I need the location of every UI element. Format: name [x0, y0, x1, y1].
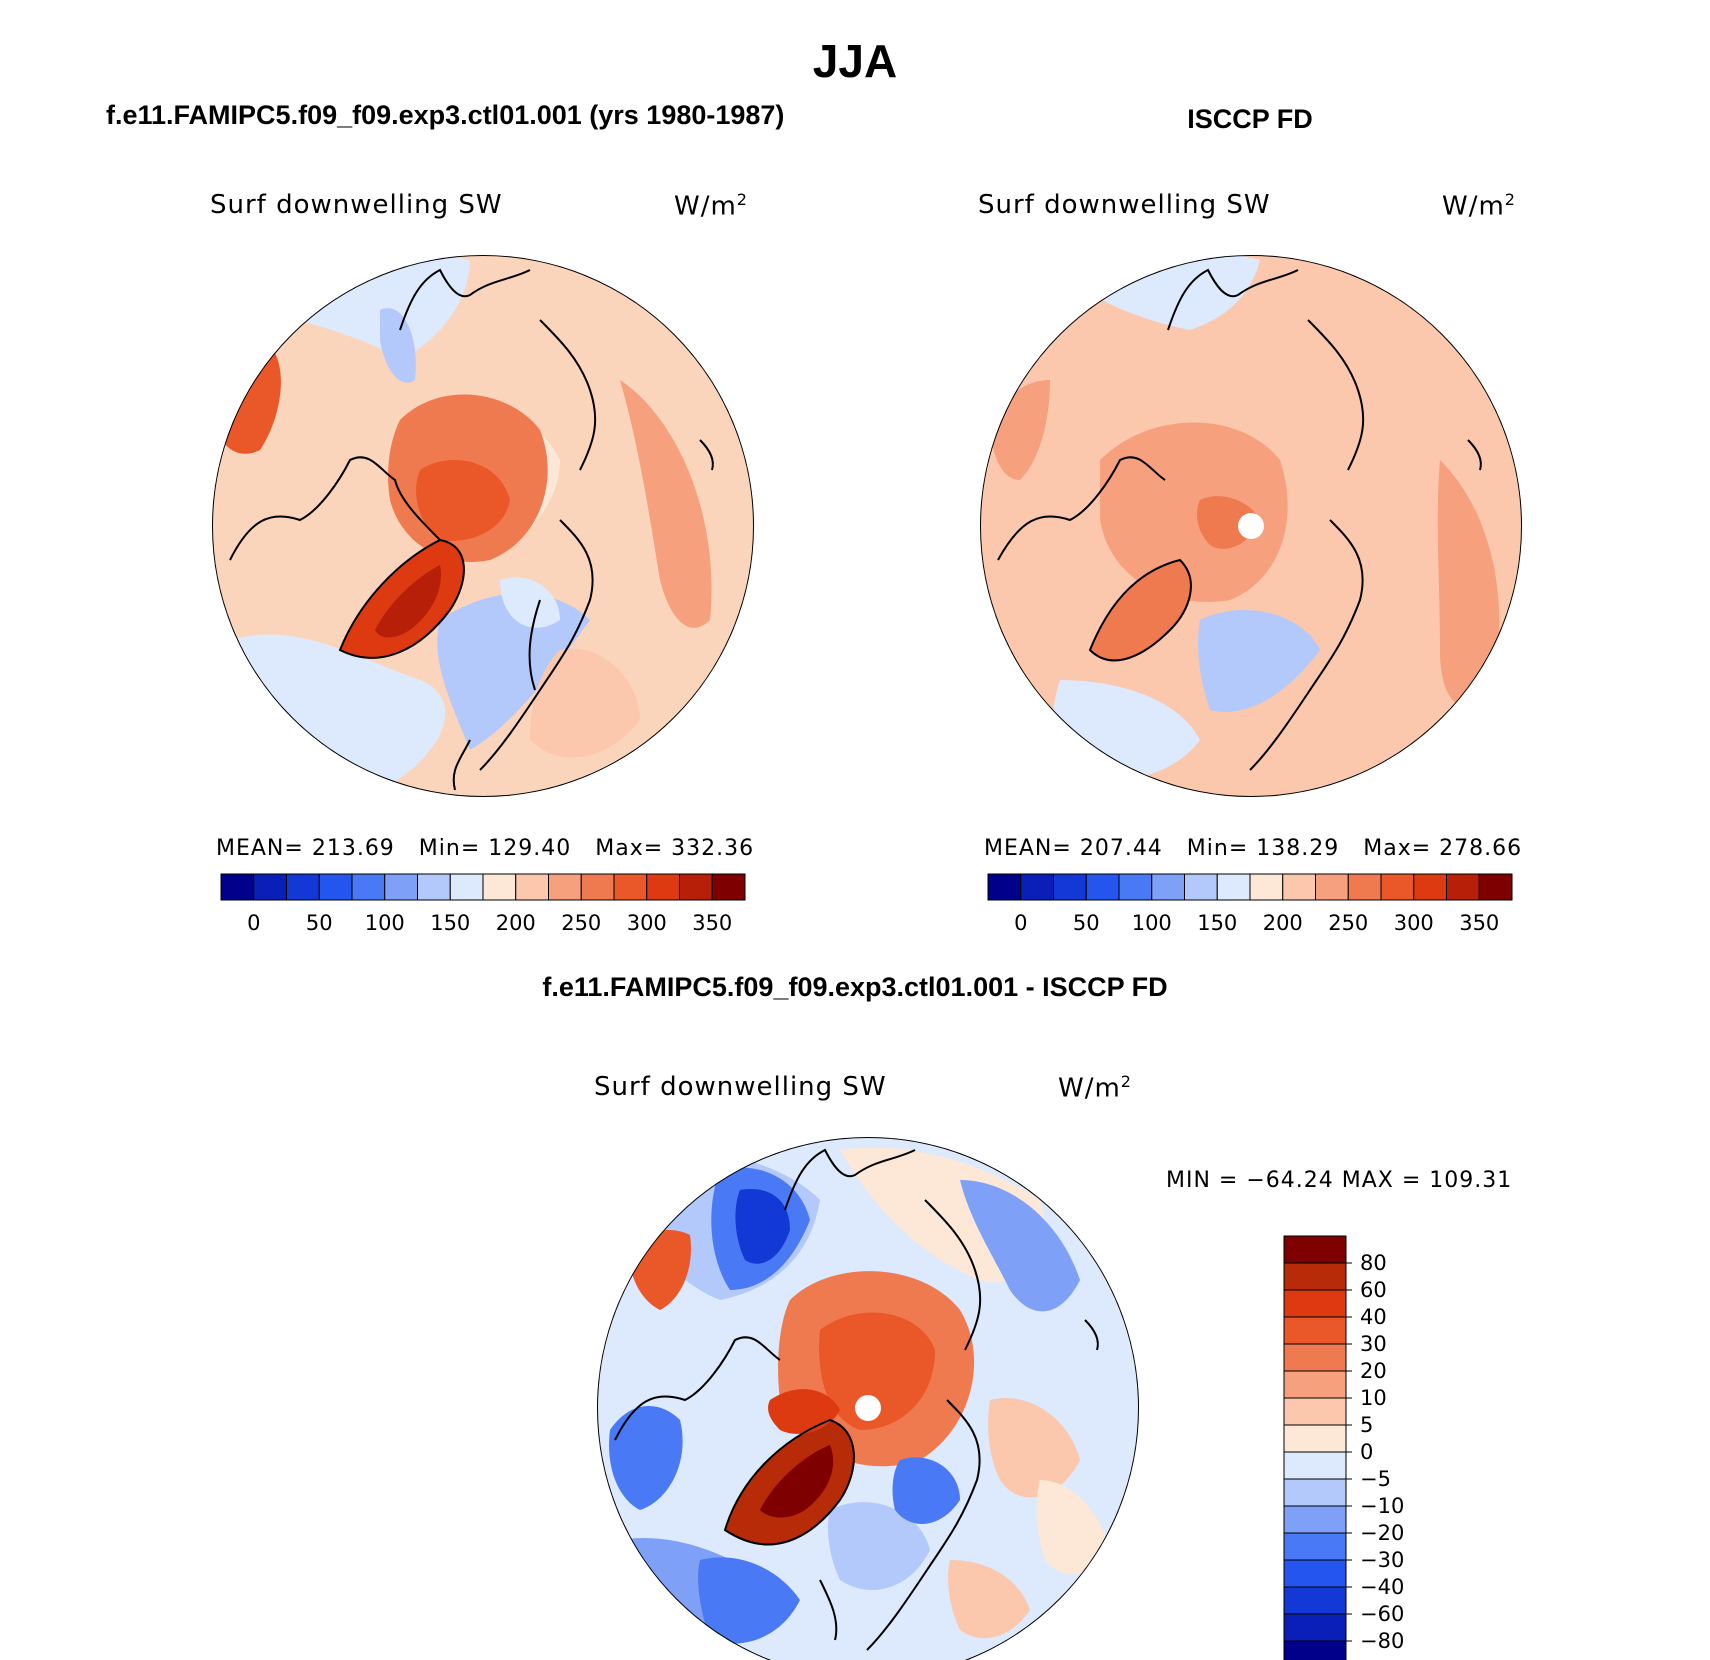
model-variable-label: Surf downwelling SW: [210, 190, 503, 220]
model-colorbar-tick-label: 200: [496, 911, 536, 935]
model-colorbar-box: [482, 873, 517, 901]
model-panel-title: f.e11.FAMIPC5.f09_f09.exp3.ctl01.001 (yr…: [106, 100, 785, 130]
model-colorbar-tick-label: 350: [692, 911, 732, 935]
diff-colorbar-box: [1283, 1586, 1347, 1615]
model-colorbar-tick-label: 100: [365, 911, 405, 935]
diff-colorbar-tick-label: 20: [1360, 1359, 1387, 1383]
diff-colorbar-box: [1283, 1397, 1347, 1426]
diff-colorbar: 80 60 40 30 20 10 5 0 −5 −10 −20 −30 −40 −60 −80: [1283, 1235, 1404, 1660]
obs-colorbar-tick-label: 250: [1328, 911, 1368, 935]
model-stats: MEAN= 213.69 Min= 129.40 Max= 332.36: [216, 836, 755, 861]
diff-min-max: MIN = −64.24 MAX = 109.31: [1166, 1168, 1513, 1193]
model-colorbar-tick-label: 150: [430, 911, 470, 935]
obs-colorbar-box: [1315, 873, 1349, 901]
obs-colorbar-box: [1085, 873, 1120, 901]
diff-colorbar-box: [1283, 1424, 1347, 1453]
model-colorbar-tick-label: 300: [627, 911, 667, 935]
obs-colorbar-box: [1380, 873, 1415, 901]
obs-colorbar-tick-label: 200: [1263, 911, 1303, 935]
obs-stats: MEAN= 207.44 Min= 138.29 Max= 278.66: [984, 836, 1523, 861]
model-colorbar-box: [679, 873, 713, 901]
obs-panel-title: ISCCP FD: [1187, 104, 1313, 134]
model-colorbar-box: [351, 873, 386, 901]
model-colorbar-box: [384, 873, 418, 901]
diff-colorbar-box: [1283, 1289, 1347, 1318]
diff-map: [597, 1137, 1139, 1660]
obs-colorbar-box: [1478, 873, 1513, 901]
model-colorbar: 0 50 100 150 200 250 300 350: [220, 873, 746, 935]
obs-colorbar-tick-label: 50: [1073, 911, 1100, 935]
diff-colorbar-tick-label: −40: [1360, 1575, 1404, 1599]
obs-units-label: W/m2: [1442, 190, 1516, 222]
obs-colorbar-tick-label: 0: [1014, 911, 1027, 935]
model-colorbar-box: [220, 873, 255, 901]
model-colorbar-box: [286, 873, 320, 901]
diff-panel-title: f.e11.FAMIPC5.f09_f09.exp3.ctl01.001 - I…: [542, 972, 1168, 1002]
obs-colorbar-box: [1282, 873, 1316, 901]
diff-units-label: W/m2: [1058, 1072, 1132, 1104]
obs-colorbar: 0 50 100 150 200 250 300 350: [987, 873, 1513, 935]
model-colorbar-box: [613, 873, 648, 901]
diff-colorbar-box: [1283, 1640, 1347, 1660]
obs-colorbar-box: [1151, 873, 1185, 901]
diff-colorbar-box: [1283, 1505, 1347, 1534]
diff-colorbar-tick-label: 0: [1360, 1440, 1373, 1464]
diff-colorbar-tick-label: −10: [1360, 1494, 1404, 1518]
diff-variable-label: Surf downwelling SW: [594, 1072, 887, 1102]
diff-colorbar-box: [1283, 1613, 1347, 1642]
diff-colorbar-tick-label: 30: [1360, 1332, 1387, 1356]
diff-colorbar-tick-label: 5: [1360, 1413, 1373, 1437]
diff-colorbar-box: [1283, 1478, 1347, 1507]
model-colorbar-box: [548, 873, 582, 901]
obs-colorbar-box: [1053, 873, 1087, 901]
diff-colorbar-box: [1283, 1316, 1347, 1345]
obs-colorbar-box: [1184, 873, 1218, 901]
diff-colorbar-box: [1283, 1235, 1347, 1264]
diff-colorbar-box: [1283, 1370, 1347, 1399]
obs-colorbar-tick-label: 350: [1459, 911, 1499, 935]
diff-colorbar-tick-label: −30: [1360, 1548, 1404, 1572]
obs-colorbar-tick-label: 150: [1197, 911, 1237, 935]
figure-title: JJA: [812, 35, 898, 87]
model-colorbar-tick-label: 50: [306, 911, 333, 935]
model-colorbar-tick-label: 250: [561, 911, 601, 935]
model-colorbar-box: [646, 873, 680, 901]
diff-colorbar-tick-label: 10: [1360, 1386, 1387, 1410]
diff-colorbar-box: [1283, 1343, 1347, 1372]
obs-colorbar-box: [1020, 873, 1054, 901]
diff-colorbar-box: [1283, 1532, 1347, 1561]
diff-colorbar-tick-label: 40: [1360, 1305, 1387, 1329]
model-colorbar-box: [253, 873, 287, 901]
diff-colorbar-tick-label: −80: [1360, 1629, 1404, 1653]
diff-colorbar-tick-label: −20: [1360, 1521, 1404, 1545]
diff-colorbar-box: [1283, 1559, 1347, 1588]
model-colorbar-box: [417, 873, 451, 901]
obs-colorbar-box: [1446, 873, 1480, 901]
diff-colorbar-tick-label: −60: [1360, 1602, 1404, 1626]
obs-colorbar-box: [987, 873, 1022, 901]
obs-colorbar-tick-label: 300: [1394, 911, 1434, 935]
obs-map: [980, 255, 1522, 797]
diff-colorbar-box: [1283, 1451, 1347, 1480]
obs-colorbar-box: [1216, 873, 1251, 901]
diff-colorbar-tick-label: 60: [1360, 1278, 1387, 1302]
obs-colorbar-tick-label: 100: [1132, 911, 1172, 935]
diff-colorbar-tick-label: 80: [1360, 1251, 1387, 1275]
obs-variable-label: Surf downwelling SW: [978, 190, 1271, 220]
model-map: [212, 255, 754, 797]
obs-colorbar-box: [1347, 873, 1382, 901]
obs-colorbar-box: [1249, 873, 1284, 901]
diff-colorbar-box: [1283, 1262, 1347, 1291]
obs-colorbar-box: [1118, 873, 1153, 901]
model-colorbar-box: [449, 873, 484, 901]
model-colorbar-box: [318, 873, 353, 901]
obs-colorbar-box: [1413, 873, 1447, 901]
model-colorbar-box: [580, 873, 615, 901]
model-colorbar-box: [515, 873, 549, 901]
model-units-label: W/m2: [674, 190, 748, 222]
model-colorbar-tick-label: 0: [247, 911, 260, 935]
model-colorbar-box: [711, 873, 746, 901]
diff-colorbar-tick-label: −5: [1360, 1467, 1391, 1491]
